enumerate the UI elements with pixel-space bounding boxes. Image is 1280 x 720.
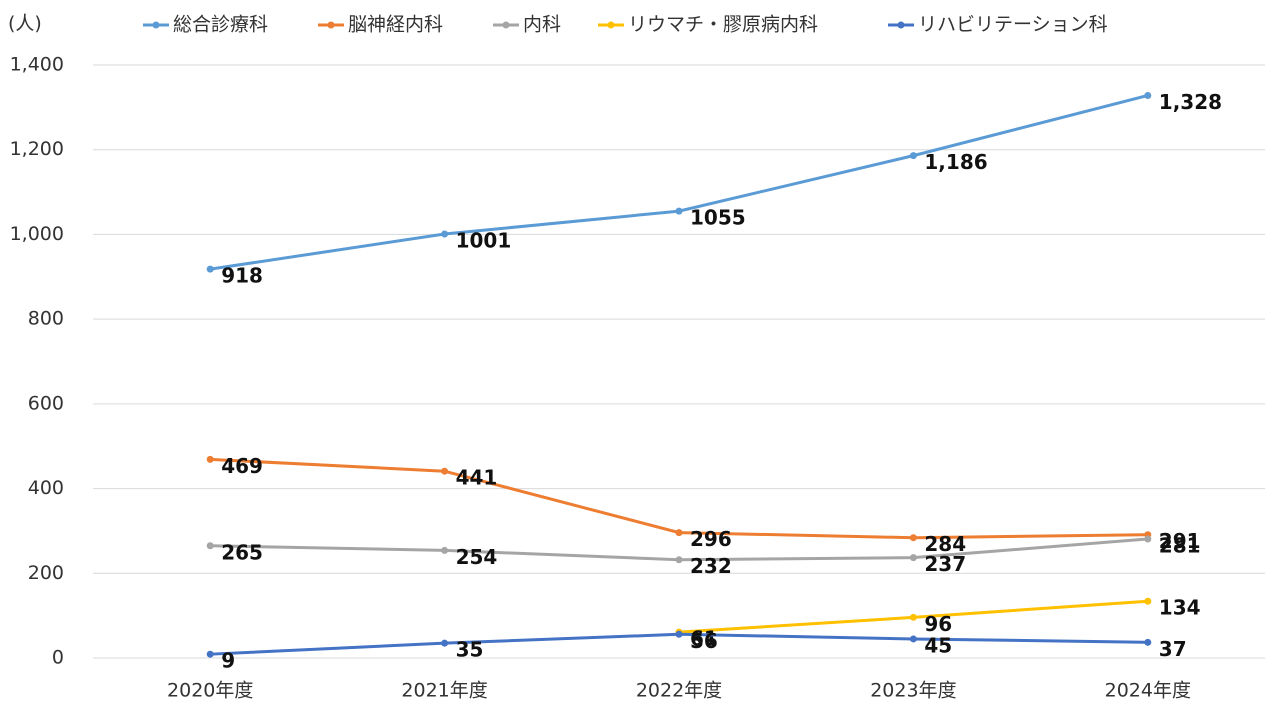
data-label: 232 xyxy=(690,554,732,578)
data-label: 1055 xyxy=(690,206,746,230)
data-label: 441 xyxy=(456,466,498,490)
legend-marker xyxy=(502,21,510,29)
data-label: 1,328 xyxy=(1159,90,1222,114)
legend-marker xyxy=(897,21,905,29)
data-label: 37 xyxy=(1159,637,1187,661)
x-tick-label: 2020年度 xyxy=(167,680,253,702)
data-point xyxy=(441,546,449,554)
data-point xyxy=(675,207,683,215)
data-point xyxy=(675,556,683,564)
y-tick-label: 0 xyxy=(52,647,64,669)
data-point xyxy=(206,650,214,658)
data-point xyxy=(206,265,214,273)
legend-label: 脳神経内科 xyxy=(348,14,443,36)
data-point xyxy=(909,152,917,160)
x-tick-label: 2021年度 xyxy=(401,680,487,702)
y-tick-label: 1,400 xyxy=(10,54,64,76)
data-point xyxy=(909,613,917,621)
data-point xyxy=(1144,91,1152,99)
data-point xyxy=(675,529,683,537)
data-label: 61 xyxy=(690,627,718,651)
y-tick-label: 600 xyxy=(28,392,64,414)
data-point xyxy=(441,230,449,238)
data-point xyxy=(206,455,214,463)
data-point xyxy=(675,630,683,638)
data-label: 296 xyxy=(690,527,732,551)
data-point xyxy=(441,467,449,475)
data-label: 45 xyxy=(924,633,952,657)
data-label: 291 xyxy=(1159,529,1201,553)
legend-label: 内科 xyxy=(523,14,561,36)
data-point xyxy=(1144,597,1152,605)
y-tick-label: 1,000 xyxy=(10,223,64,245)
x-tick-label: 2023年度 xyxy=(870,680,956,702)
data-label: 1001 xyxy=(456,229,512,253)
data-label: 56 xyxy=(690,629,718,653)
data-label: 1,186 xyxy=(924,150,987,174)
data-label: 96 xyxy=(924,612,952,636)
legend-label: リハビリテーション科 xyxy=(918,14,1108,36)
y-axis-unit: (人) xyxy=(8,13,42,35)
data-point xyxy=(909,554,917,562)
data-label: 918 xyxy=(221,264,263,288)
data-label: 281 xyxy=(1159,533,1201,557)
y-tick-label: 400 xyxy=(28,477,64,499)
data-point xyxy=(206,542,214,550)
data-point xyxy=(909,635,917,643)
legend-marker xyxy=(327,21,335,29)
legend-label: リウマチ・膠原病内科 xyxy=(628,14,818,36)
data-label: 35 xyxy=(456,638,484,662)
legend-label: 総合診療科 xyxy=(173,14,268,36)
data-point xyxy=(1144,535,1152,543)
data-point xyxy=(441,639,449,647)
data-label: 284 xyxy=(924,532,966,556)
data-label: 237 xyxy=(924,552,966,576)
y-tick-label: 1,200 xyxy=(10,138,64,160)
x-tick-label: 2024年度 xyxy=(1105,680,1191,702)
legend-marker xyxy=(607,21,615,29)
x-tick-label: 2022年度 xyxy=(636,680,722,702)
data-label: 265 xyxy=(221,540,263,564)
data-label: 254 xyxy=(456,545,498,569)
data-label: 134 xyxy=(1159,596,1201,620)
legend-marker xyxy=(152,21,160,29)
data-point xyxy=(909,534,917,542)
y-tick-label: 800 xyxy=(28,308,64,330)
data-point xyxy=(1144,638,1152,646)
data-label: 9 xyxy=(221,649,235,673)
data-label: 469 xyxy=(221,454,263,478)
y-tick-label: 200 xyxy=(28,562,64,584)
